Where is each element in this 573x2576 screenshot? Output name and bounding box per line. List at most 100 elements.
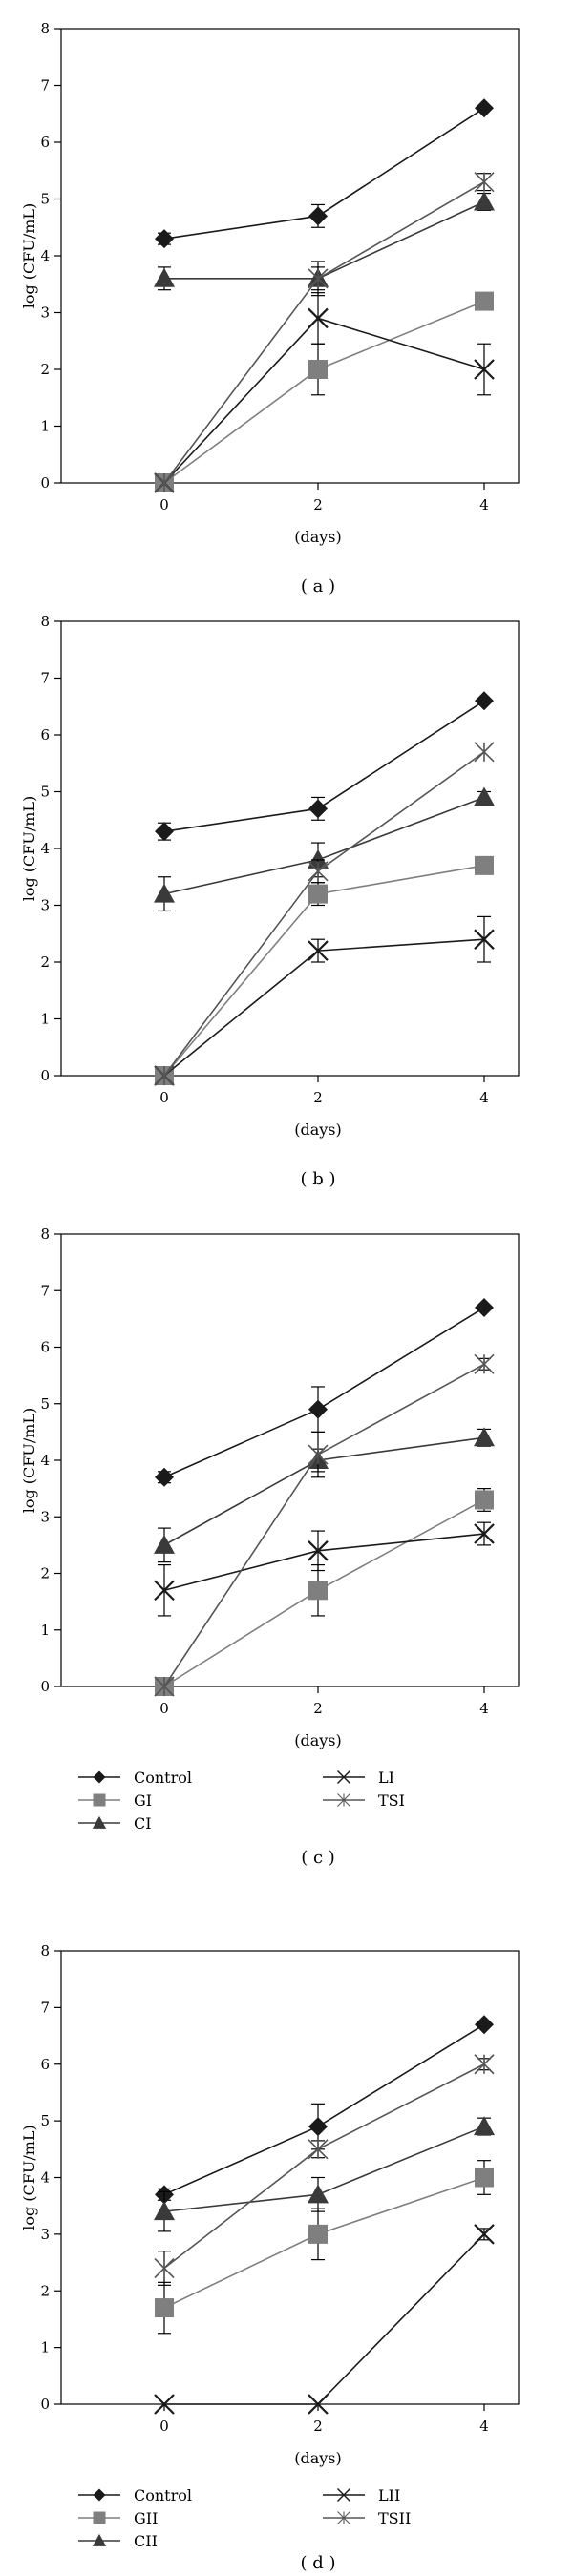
data-point xyxy=(308,2394,329,2415)
x-tick-label: 0 xyxy=(159,2418,169,2435)
legend: Control LII GII TSII CII xyxy=(78,2486,411,2550)
y-axis-title: log (CFU/mL) xyxy=(20,2125,38,2230)
data-point xyxy=(475,855,494,875)
panel-label: ( b ) xyxy=(300,1169,335,1189)
series-cii xyxy=(154,2116,495,2232)
data-point xyxy=(308,2184,329,2204)
panel-label: ( a ) xyxy=(301,576,335,597)
y-tick-label: 0 xyxy=(40,1678,50,1695)
data-point xyxy=(308,2224,328,2244)
series-gii xyxy=(155,2160,494,2335)
series-li xyxy=(154,1521,495,1617)
data-point xyxy=(308,206,328,226)
legend-marker-shape xyxy=(337,2511,350,2524)
data-point xyxy=(154,1065,175,1086)
data-point xyxy=(154,1676,175,1697)
series-gi xyxy=(155,855,494,1085)
y-tick-label: 2 xyxy=(40,361,50,378)
y-tick-label: 8 xyxy=(40,1225,50,1243)
y-tick-label: 0 xyxy=(40,1067,50,1084)
legend-marker xyxy=(337,2511,350,2524)
plot-frame xyxy=(60,28,520,484)
data-point xyxy=(308,268,329,289)
x-tick-label: 4 xyxy=(479,496,489,513)
series-tsi xyxy=(154,1353,495,1697)
legend-marker-shape xyxy=(92,2533,107,2546)
data-point xyxy=(308,1540,329,1561)
series-control xyxy=(155,691,494,842)
legend-item: TSII xyxy=(323,2509,411,2527)
data-point xyxy=(475,1490,494,1510)
y-axis-title: log (CFU/mL) xyxy=(20,796,38,902)
legend-marker xyxy=(93,1770,106,1784)
series-gi xyxy=(155,291,494,492)
y-tick-label: 6 xyxy=(40,1339,50,1356)
y-tick-label: 3 xyxy=(40,897,50,914)
data-point xyxy=(475,291,494,311)
legend-marker-shape xyxy=(93,2488,106,2502)
data-point xyxy=(154,1534,175,1554)
data-point xyxy=(474,929,495,950)
legend-item: GI xyxy=(78,1791,152,1810)
series-tsi xyxy=(154,172,495,493)
legend-marker-shape xyxy=(93,1770,106,1784)
data-point xyxy=(474,1427,495,1447)
panel-label: ( c ) xyxy=(301,1848,335,1868)
series-li xyxy=(154,292,495,493)
y-tick-label: 7 xyxy=(40,77,50,94)
x-axis-title: (days) xyxy=(294,1120,342,1139)
x-tick-label: 2 xyxy=(313,496,323,513)
y-tick-label: 2 xyxy=(40,2282,50,2299)
y-tick-label: 3 xyxy=(40,1508,50,1525)
series-control xyxy=(155,98,494,249)
data-point xyxy=(474,1523,495,1544)
y-tick-label: 5 xyxy=(40,2112,50,2129)
data-point xyxy=(308,848,329,869)
y-tick-label: 6 xyxy=(40,2056,50,2073)
data-point xyxy=(308,884,328,904)
x-axis-title: (days) xyxy=(294,1731,342,1749)
data-point xyxy=(154,883,175,903)
series-gi xyxy=(155,1488,494,1696)
legend-label: CII xyxy=(134,2532,158,2550)
y-tick-label: 5 xyxy=(40,1395,50,1413)
series-tsii xyxy=(154,2054,495,2286)
data-point xyxy=(474,2224,495,2245)
y-tick-label: 6 xyxy=(40,134,50,151)
data-point xyxy=(474,172,495,193)
data-point xyxy=(474,1353,495,1374)
data-point xyxy=(308,2139,329,2160)
y-tick-label: 2 xyxy=(40,1565,50,1582)
y-axis-title: log (CFU/mL) xyxy=(20,203,38,309)
y-tick-label: 7 xyxy=(40,670,50,687)
series-line xyxy=(163,938,485,1077)
y-tick-label: 1 xyxy=(40,2339,50,2356)
x-tick-label: 4 xyxy=(479,2418,489,2435)
y-tick-label: 5 xyxy=(40,191,50,208)
y-tick-label: 4 xyxy=(40,1452,50,1469)
data-point xyxy=(154,2257,175,2279)
data-point xyxy=(308,940,329,961)
data-point xyxy=(155,229,174,249)
data-point xyxy=(308,2117,328,2137)
x-axis-title: (days) xyxy=(294,528,342,546)
legend-marker xyxy=(93,2511,106,2524)
series-line xyxy=(163,317,485,484)
x-tick-label: 2 xyxy=(313,1700,323,1717)
legend-marker xyxy=(93,1793,106,1807)
x-tick-label: 2 xyxy=(313,2418,323,2435)
data-point xyxy=(474,2054,495,2075)
y-tick-label: 1 xyxy=(40,418,50,435)
series-tsi xyxy=(154,742,495,1086)
x-axis-title: (days) xyxy=(294,2449,342,2467)
y-tick-label: 2 xyxy=(40,953,50,971)
y-tick-label: 4 xyxy=(40,840,50,857)
data-point xyxy=(155,2298,174,2318)
chart-panel-c: 0 1 2 3 4 5 6 7 8 0 2 4 (days) log (CFU/mL) Control LI G… xyxy=(20,1225,520,1868)
data-point xyxy=(154,1580,175,1602)
data-point xyxy=(475,2015,494,2035)
plot-frame xyxy=(60,1233,520,1687)
y-tick-label: 4 xyxy=(40,247,50,264)
y-tick-label: 0 xyxy=(40,474,50,492)
